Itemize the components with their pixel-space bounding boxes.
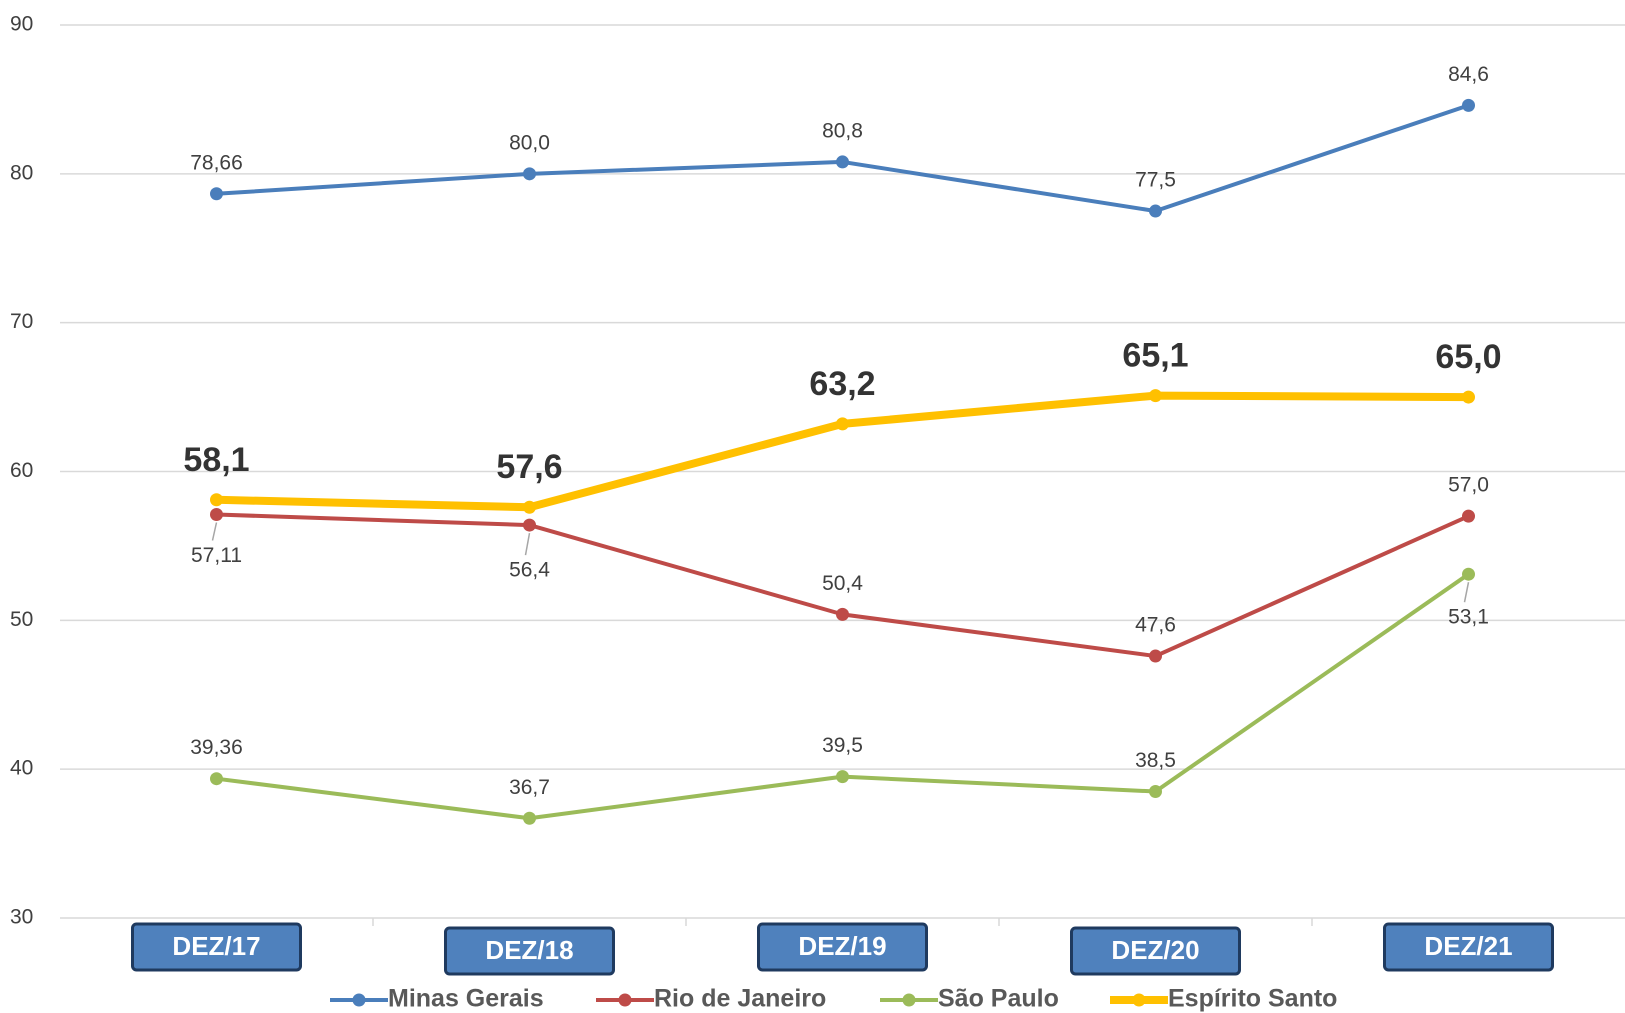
- legend-label: Espírito Santo: [1168, 985, 1337, 1013]
- point: [210, 187, 223, 201]
- point: [523, 811, 536, 825]
- y-tick-label: 90: [10, 13, 33, 36]
- category-box: [757, 922, 928, 972]
- legend-label: Minas Gerais: [388, 985, 544, 1013]
- x-tick-label: DEZ/17: [172, 931, 260, 961]
- category-box: [444, 926, 615, 976]
- value-label: 57,0: [1448, 474, 1489, 497]
- value-label: 80,8: [822, 119, 863, 142]
- point: [1149, 204, 1162, 218]
- point: [1462, 509, 1475, 523]
- value-label: 53,1: [1448, 606, 1489, 629]
- value-label: 63,2: [809, 365, 875, 403]
- x-tick-label: DEZ/20: [1111, 935, 1199, 965]
- value-label: 80,0: [509, 131, 550, 154]
- point: [1149, 389, 1162, 403]
- point: [836, 417, 849, 431]
- x-tick-label: DEZ/18: [485, 935, 573, 965]
- series-line: [216, 391, 1469, 512]
- point: [210, 508, 223, 522]
- x-tick-label: DEZ/19: [798, 931, 886, 961]
- x-tick-label: DEZ/21: [1424, 931, 1512, 961]
- y-tick-label: 50: [10, 608, 33, 631]
- point: [523, 500, 536, 514]
- value-label: 78,66: [190, 151, 243, 174]
- point: [523, 167, 536, 181]
- value-label: 56,4: [509, 559, 550, 582]
- point: [1462, 390, 1475, 404]
- value-label: 39,5: [822, 734, 863, 757]
- point: [210, 493, 223, 507]
- legend-marker: [902, 993, 916, 1007]
- legend-marker: [1132, 993, 1146, 1007]
- value-label: 50,4: [822, 572, 863, 595]
- value-label: 38,5: [1135, 749, 1176, 772]
- value-label: 47,6: [1135, 614, 1176, 637]
- legend-marker: [618, 993, 632, 1007]
- leader: [524, 532, 531, 556]
- point: [210, 772, 223, 786]
- value-label: 57,11: [191, 544, 242, 567]
- point: [1462, 98, 1475, 112]
- y-tick-label: 60: [10, 459, 33, 482]
- category-box: [1383, 922, 1554, 972]
- legend-label: Rio de Janeiro: [654, 985, 826, 1013]
- y-tick-label: 70: [10, 310, 33, 333]
- category-box: [131, 922, 302, 972]
- value-label: 65,1: [1122, 337, 1188, 375]
- leader: [1463, 582, 1470, 603]
- leader: [211, 522, 218, 541]
- value-label: 57,6: [496, 448, 562, 486]
- point: [1149, 784, 1162, 798]
- y-tick-label: 30: [10, 906, 33, 929]
- y-tick-label: 80: [10, 161, 33, 184]
- point: [523, 518, 536, 532]
- legend-label: São Paulo: [938, 985, 1059, 1013]
- y-tick-label: 40: [10, 757, 33, 780]
- value-label: 39,36: [190, 736, 243, 759]
- value-label: 36,7: [509, 776, 550, 799]
- point: [836, 770, 849, 784]
- legend-marker: [352, 993, 366, 1007]
- category-box: [1070, 926, 1241, 976]
- point: [1149, 649, 1162, 663]
- point: [836, 155, 849, 169]
- value-label: 58,1: [183, 441, 249, 479]
- point: [1462, 567, 1475, 581]
- point: [836, 607, 849, 621]
- value-label: 65,0: [1435, 338, 1501, 376]
- value-label: 77,5: [1135, 169, 1176, 192]
- value-label: 84,6: [1448, 63, 1489, 86]
